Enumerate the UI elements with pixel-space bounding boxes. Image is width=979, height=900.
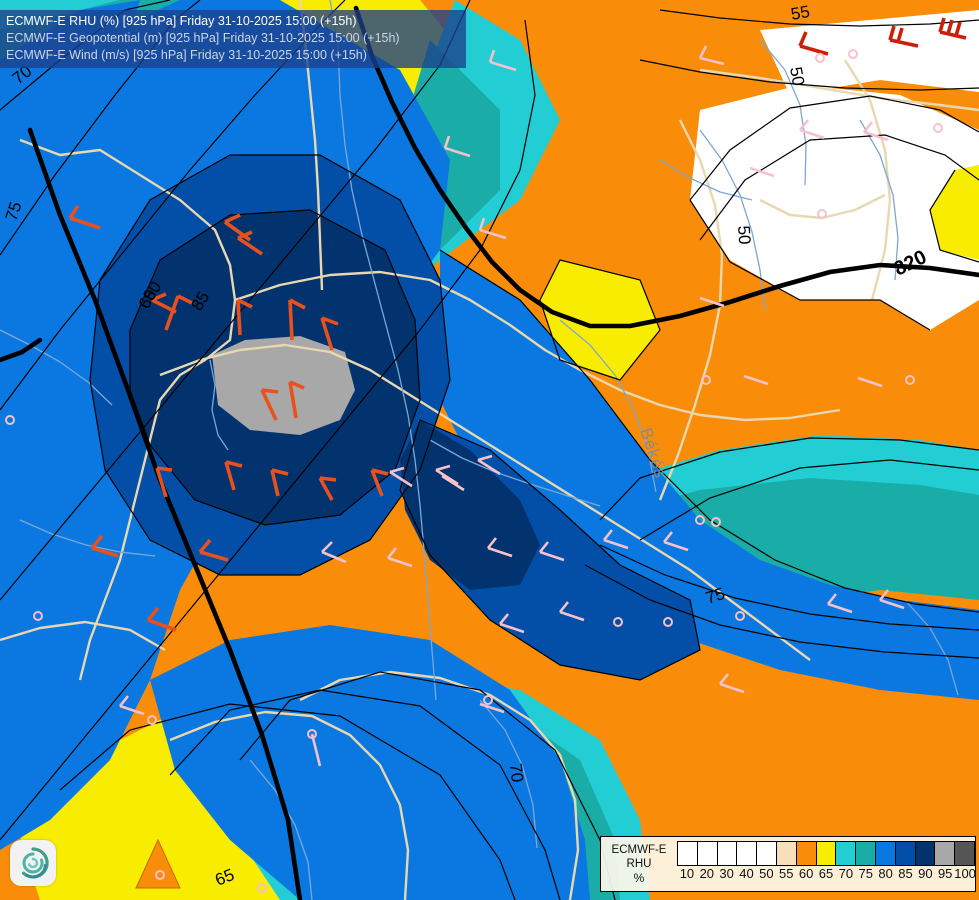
legend-model-label: ECMWF-E <box>611 844 667 856</box>
legend-swatch-20 <box>697 842 718 865</box>
legend-tick-100: 100 <box>954 866 976 881</box>
legend-tick-90: 90 <box>918 866 933 881</box>
legend-swatch-40 <box>737 842 758 865</box>
legend-tick-75: 75 <box>858 866 873 881</box>
legend-swatch-75 <box>856 842 876 865</box>
legend-tick-70: 70 <box>838 866 854 881</box>
legend-swatch-85 <box>895 842 916 865</box>
rhu-band-65-c <box>930 165 979 260</box>
rivers <box>0 0 959 900</box>
rhu-band-95 <box>212 336 355 435</box>
legend-tick-80: 80 <box>878 866 893 881</box>
legend-swatch-10 <box>678 842 698 865</box>
svg-text:75: 75 <box>2 199 26 223</box>
legend-swatch-95 <box>935 842 956 865</box>
legend-tick-30: 30 <box>719 866 734 881</box>
station-marker <box>135 838 181 889</box>
legend-tick-50: 50 <box>759 866 774 881</box>
legend-variable-label: RHU <box>626 858 652 870</box>
legend-tick-60: 60 <box>798 866 814 881</box>
legend-tick-40: 40 <box>739 866 754 881</box>
legend-swatch-70 <box>836 842 857 865</box>
spiral-icon <box>21 847 49 879</box>
rhu-band-90-b <box>400 420 540 590</box>
legend-tick-labels: 10 20 30 40 50 55 60 65 70 75 80 85 90 95 100 <box>677 866 976 888</box>
legend-tick-55: 55 <box>779 866 794 881</box>
legend-swatch-30 <box>717 842 738 865</box>
legend-swatch-80 <box>875 842 896 865</box>
legend-swatch-50 <box>757 842 777 865</box>
svg-text:50: 50 <box>786 65 808 87</box>
legend-swatch-100 <box>955 842 974 865</box>
svg-text:55: 55 <box>789 2 811 24</box>
legend-tick-10: 10 <box>679 866 695 881</box>
legend-title: ECMWF-E RHU % <box>601 837 677 891</box>
legend-tick-20: 20 <box>699 866 715 881</box>
legend-swatch-60 <box>796 842 817 865</box>
legend-swatch-55 <box>776 842 797 865</box>
wind-barbs <box>5 17 967 893</box>
svg-text:50: 50 <box>734 225 754 245</box>
legend-tick-85: 85 <box>898 866 913 881</box>
rhu-colorbar-legend: ECMWF-E RHU % 10 20 30 40 50 55 60 65 70 75 80 85 90… <box>600 836 976 892</box>
legend-bar-wrapper: 10 20 30 40 50 55 60 65 70 75 80 85 90 95 100 <box>677 837 976 891</box>
legend-tick-95: 95 <box>937 866 953 881</box>
svg-text:70: 70 <box>506 762 527 783</box>
rhu-band-low-ne-2 <box>760 10 979 95</box>
legend-tick-65: 65 <box>818 866 834 881</box>
geopotential-contour-lines <box>0 5 979 900</box>
legend-swatch-90 <box>915 842 936 865</box>
svg-text:75: 75 <box>703 584 727 608</box>
legend-swatch-65 <box>816 842 837 865</box>
rhu-band-65-b <box>540 260 660 380</box>
legend-color-bar <box>677 841 975 866</box>
app-logo[interactable] <box>10 840 56 886</box>
legend-units-label: % <box>633 871 645 885</box>
